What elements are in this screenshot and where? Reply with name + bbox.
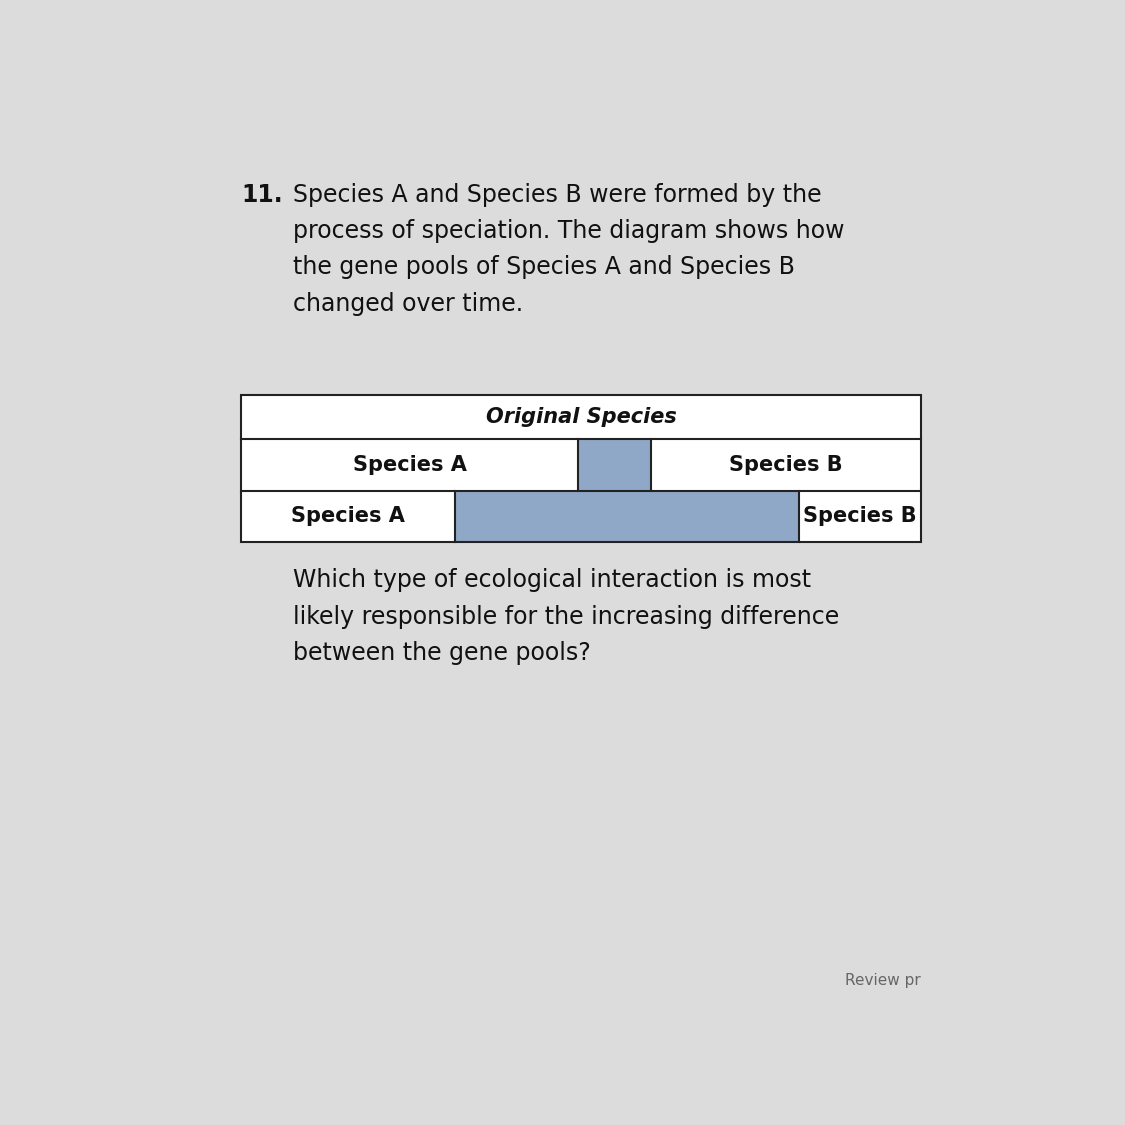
Text: likely responsible for the increasing difference: likely responsible for the increasing di… [294, 604, 839, 629]
Text: Original Species: Original Species [486, 407, 676, 428]
Bar [455, 490, 799, 542]
Bar [241, 395, 921, 542]
Text: changed over time.: changed over time. [294, 291, 523, 316]
Text: Species A and Species B were formed by the: Species A and Species B were formed by t… [294, 182, 822, 207]
Text: Review pr: Review pr [845, 973, 921, 988]
Text: process of speciation. The diagram shows how: process of speciation. The diagram shows… [294, 219, 845, 243]
Text: Species A: Species A [352, 455, 467, 475]
Bar [241, 395, 921, 542]
Text: 11.: 11. [241, 182, 282, 207]
Text: Which type of ecological interaction is most: Which type of ecological interaction is … [294, 568, 811, 592]
Text: the gene pools of Species A and Species B: the gene pools of Species A and Species … [294, 255, 795, 279]
Text: between the gene pools?: between the gene pools? [294, 641, 591, 665]
Text: Species A: Species A [290, 506, 405, 526]
Text: Species B: Species B [803, 506, 917, 526]
Text: Species B: Species B [729, 455, 843, 475]
Bar [578, 439, 650, 490]
